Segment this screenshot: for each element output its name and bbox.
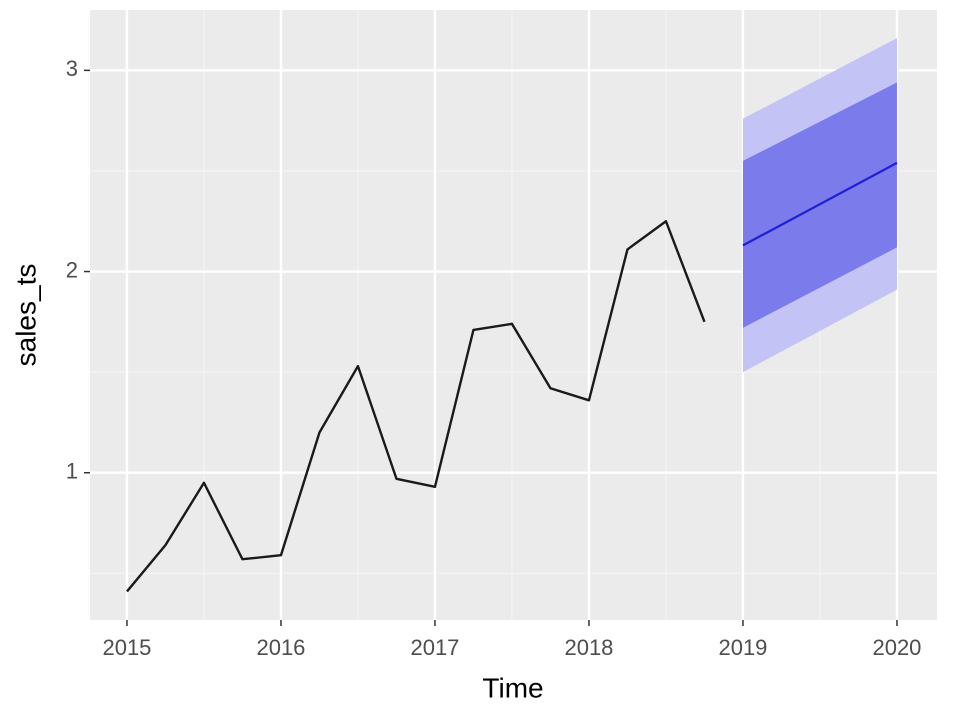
- x-tick-label: 2016: [256, 635, 305, 660]
- y-tick-label: 3: [66, 56, 78, 81]
- x-tick-label: 2019: [718, 635, 767, 660]
- marks: [126, 38, 898, 593]
- y-axis-title: sales_ts: [10, 264, 41, 367]
- series-line: [126, 220, 706, 593]
- y-tick-label: 2: [66, 257, 78, 282]
- x-tick-label: 2020: [872, 635, 921, 660]
- x-tick-label: 2015: [102, 635, 151, 660]
- y-tick-label: 1: [66, 459, 78, 484]
- x-tick-label: 2017: [410, 635, 459, 660]
- x-tick-label: 2018: [564, 635, 613, 660]
- forecast-line: [742, 161, 898, 247]
- grid: [84, 10, 937, 626]
- x-axis-title: Time: [482, 672, 543, 703]
